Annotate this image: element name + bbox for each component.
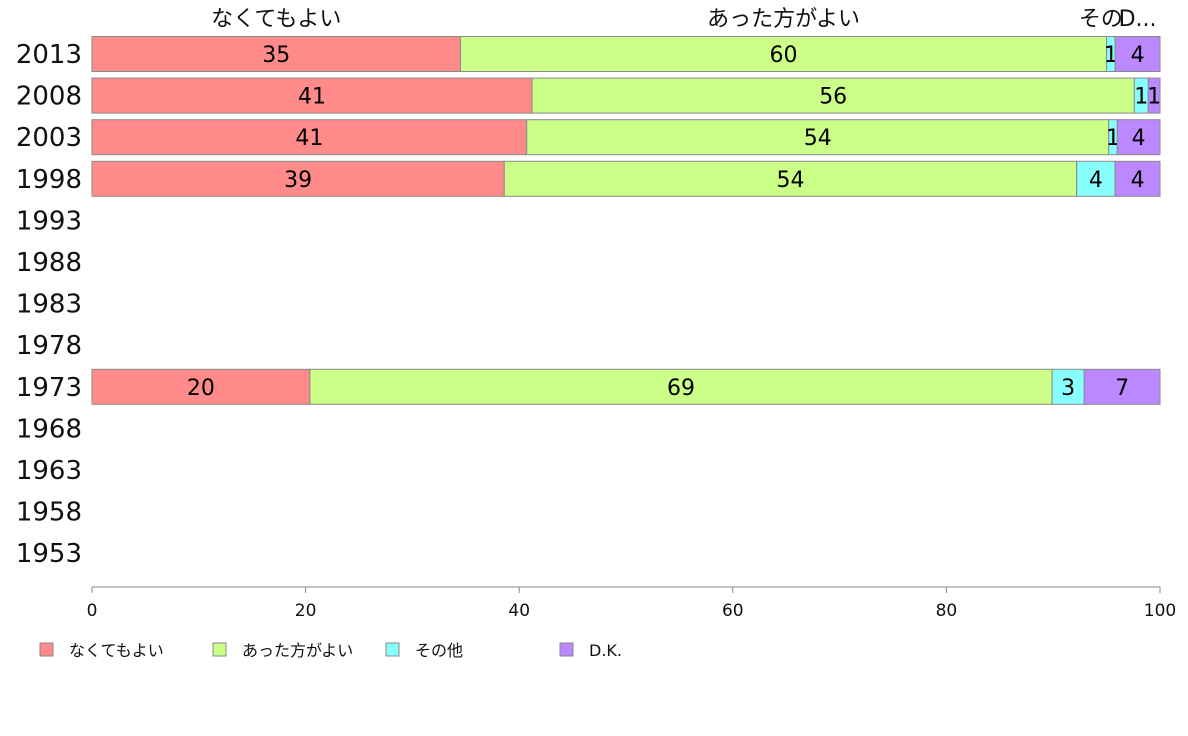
x-tick-label: 20: [295, 601, 317, 621]
data-label: 35: [262, 43, 290, 68]
year-label: 1963: [16, 456, 82, 486]
bar-segment: [531, 77, 1135, 114]
x-tick-label: 40: [508, 601, 530, 621]
legend-swatch: [212, 642, 227, 657]
column-header: その: [1079, 7, 1123, 32]
data-label: 41: [298, 85, 326, 110]
data-label: 3: [1061, 376, 1075, 401]
data-label: 60: [770, 43, 798, 68]
data-label: 20: [187, 376, 215, 401]
year-label: 1983: [16, 290, 82, 320]
bar-segment: [309, 368, 1053, 405]
bar-segment: [91, 77, 533, 114]
bar-segment: [91, 368, 311, 405]
data-label: 39: [284, 168, 312, 193]
legend-label: なくてもよい: [69, 641, 164, 660]
data-label: 54: [776, 168, 804, 193]
bar-segment: [459, 36, 1108, 72]
data-label: 54: [804, 126, 832, 151]
legend: なくてもよい あった方がよい その他 D.K.: [39, 641, 622, 660]
column-header: あった方がよい: [707, 7, 860, 32]
year-label: 1958: [16, 498, 82, 528]
legend-swatch: [39, 642, 54, 657]
legend-swatch: [559, 642, 574, 657]
data-label: 1: [1147, 85, 1161, 110]
bar-segment: [526, 119, 1110, 156]
year-label: 2003: [16, 123, 82, 153]
year-label: 1973: [16, 373, 82, 403]
data-label: 1: [1104, 43, 1118, 68]
legend-swatch: [385, 642, 400, 657]
data-label: 7: [1115, 376, 1129, 401]
x-tick-label: 60: [722, 601, 744, 621]
x-tick-label: 0: [87, 601, 98, 621]
bar-segment: [1116, 119, 1161, 156]
column-headers: なくてもよい あった方がよい そのD...: [211, 7, 1156, 32]
year-axis-labels: 2013 2008 2003 1998 1993 1988 1983 1978 1973 1968…: [16, 40, 82, 569]
legend-label: あった方がよい: [242, 641, 353, 660]
data-label: 4: [1131, 168, 1145, 193]
legend-label: その他: [415, 641, 463, 660]
legend-label: D.K.: [589, 641, 622, 660]
column-header: D...: [1119, 7, 1157, 32]
data-label: 1: [1106, 126, 1120, 151]
bar-segment: [1114, 36, 1161, 72]
data-label: 4: [1131, 43, 1145, 68]
x-tick-label: 100: [1144, 601, 1176, 621]
bar-segment: [91, 36, 461, 72]
data-label: 4: [1132, 126, 1146, 151]
year-label: 2008: [16, 82, 82, 112]
bar-segment: [503, 160, 1078, 197]
data-label: 69: [667, 376, 695, 401]
data-label: 1: [1134, 85, 1148, 110]
x-axis: 0 20 40 60 80 100: [87, 586, 1176, 621]
x-tick-label: 80: [936, 601, 958, 621]
bar-segment: [1083, 368, 1161, 405]
year-label: 1968: [16, 414, 82, 444]
year-label: 2013: [16, 40, 82, 70]
year-label: 1993: [16, 206, 82, 236]
data-label: 56: [819, 85, 847, 110]
year-label: 1978: [16, 331, 82, 361]
bar-segment: [91, 160, 505, 197]
column-header: なくてもよい: [211, 7, 341, 32]
bar-segment: [1114, 160, 1161, 197]
year-label: 1998: [16, 165, 82, 195]
bar-segment: [1147, 77, 1161, 114]
year-label: 1988: [16, 248, 82, 278]
year-label: 1953: [16, 539, 82, 569]
data-label: 4: [1089, 168, 1103, 193]
data-label: 41: [295, 126, 323, 151]
bar-segment: [1076, 160, 1116, 197]
